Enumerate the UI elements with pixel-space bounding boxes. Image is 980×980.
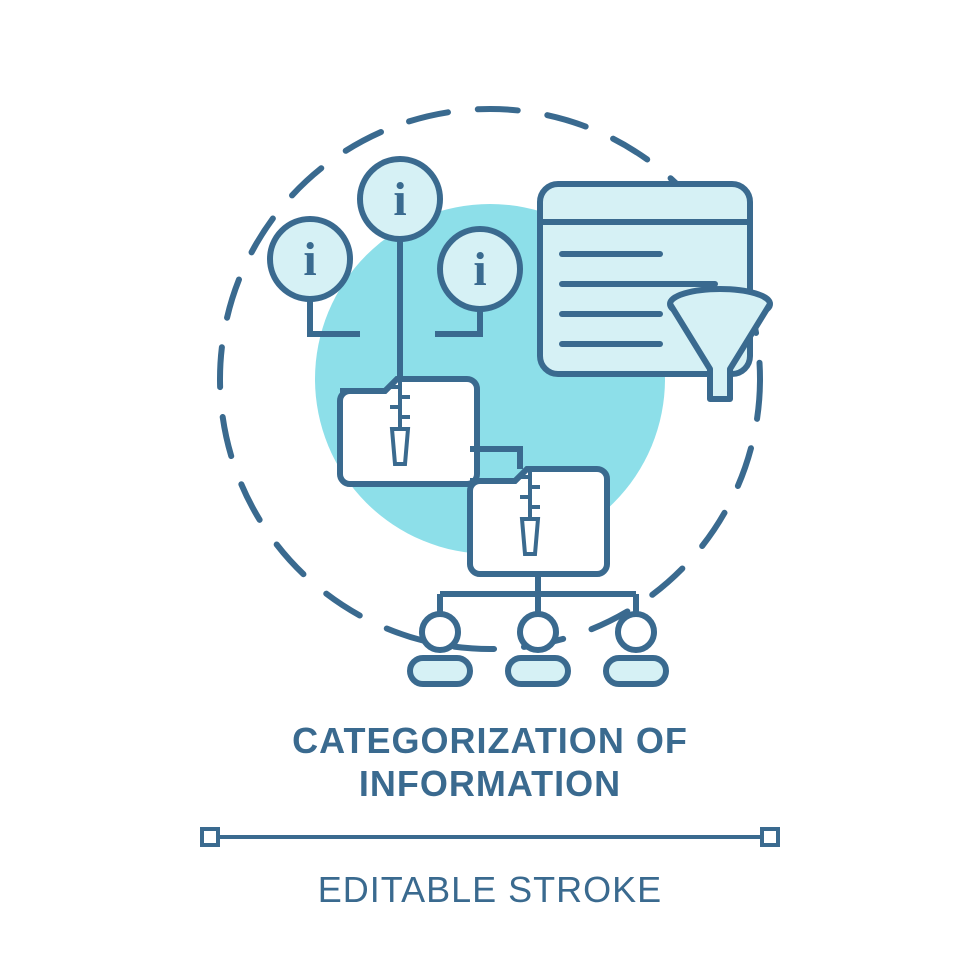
- title-line2: INFORMATION: [359, 763, 621, 804]
- title: CATEGORIZATION OF INFORMATION: [292, 719, 688, 805]
- user-icon: [606, 614, 666, 684]
- svg-text:i: i: [303, 233, 316, 286]
- title-line1: CATEGORIZATION OF: [292, 720, 688, 761]
- user-icons-group: [410, 614, 666, 684]
- concept-illustration: i i i: [180, 69, 800, 689]
- zip-folder-icon: [470, 469, 607, 574]
- user-icon: [508, 614, 568, 684]
- document-filter-icon: [540, 184, 770, 399]
- svg-text:i: i: [473, 243, 486, 296]
- svg-text:i: i: [393, 173, 406, 226]
- divider: [190, 825, 790, 849]
- zip-folder-icon: [340, 379, 477, 484]
- subtitle: EDITABLE STROKE: [318, 869, 662, 911]
